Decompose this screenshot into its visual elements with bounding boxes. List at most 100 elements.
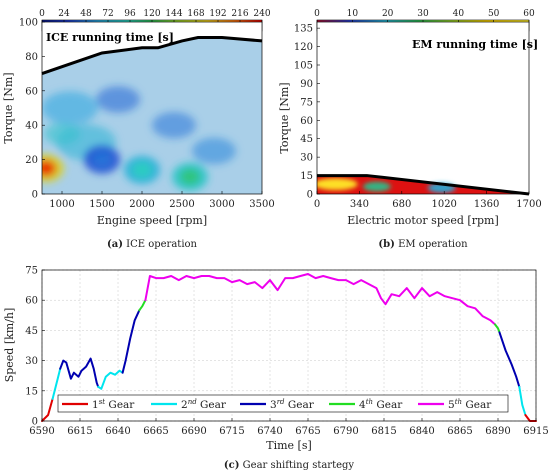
legend-label: 4th Gear bbox=[359, 398, 403, 411]
colorbar-b-tick-label: 30 bbox=[417, 9, 429, 19]
x-tick-label-c: 6815 bbox=[371, 426, 396, 437]
heatmap-b bbox=[317, 22, 529, 194]
y-tick-label-b: 45 bbox=[300, 134, 313, 145]
y-tick-label-b: 60 bbox=[300, 116, 313, 127]
heatmap-a-hotspot-core bbox=[42, 160, 56, 177]
x-tick-label-c: 6740 bbox=[257, 426, 282, 437]
legend-number: 3 bbox=[270, 399, 277, 411]
x-tick-label-c: 6715 bbox=[219, 426, 244, 437]
legend-suffix: Gear bbox=[105, 399, 135, 411]
gear-2-segment bbox=[97, 369, 124, 390]
colorbar-a-tick-label: 72 bbox=[102, 9, 113, 19]
legend-number: 5 bbox=[448, 399, 455, 411]
heatmap-a-hotspot-core bbox=[92, 151, 112, 168]
colorbar-a-tick-label: 96 bbox=[124, 9, 136, 19]
x-tick-label-c: 6890 bbox=[485, 426, 510, 437]
colorbar-a-tick-label: 0 bbox=[39, 9, 45, 19]
x-tick-label-c: 6590 bbox=[29, 426, 54, 437]
plot-a-title-bg bbox=[44, 31, 150, 44]
colorbar-b-tick-label: 10 bbox=[347, 9, 359, 19]
legend-number: 2 bbox=[181, 399, 188, 411]
y-tick-label-c: 30 bbox=[25, 356, 38, 367]
colorbar-a-tick-label: 24 bbox=[58, 9, 70, 19]
y-tick-label-b: 105 bbox=[294, 61, 313, 72]
x-tick-label-a: 3500 bbox=[249, 199, 274, 210]
plot-b-frame bbox=[316, 21, 530, 195]
plot-c-frame bbox=[41, 269, 537, 422]
y-axis-label-b: Torque [Nm] bbox=[278, 82, 291, 153]
caption-a: (a) ICE operation bbox=[107, 239, 198, 250]
y-tick-label-c: 0 bbox=[32, 417, 38, 428]
y-ticks-a: 0 20 40 60 80 100 bbox=[19, 18, 45, 201]
gear-5-segment bbox=[144, 273, 496, 326]
speed-series bbox=[41, 273, 537, 422]
x-tick-label-c: 6690 bbox=[181, 426, 206, 437]
legend-suffix: Gear bbox=[197, 399, 227, 411]
y-axis-label-a: Torque [Nm] bbox=[2, 72, 15, 143]
panel-b: 0 10 20 30 40 50 60 EM running time [s] 0 340 68… bbox=[278, 9, 542, 250]
colorbar-b-tick-label: 50 bbox=[488, 9, 500, 19]
colorbar-a-ticks: 0 24 48 72 96 120 144 168 192 216 240 bbox=[39, 9, 271, 23]
x-ticks-a: 1000 1500 2000 2500 3000 3500 bbox=[49, 191, 275, 210]
x-tick-label-b: 1700 bbox=[516, 199, 541, 210]
panel-a: 0 24 48 72 96 120 144 168 192 216 240 ICE running … bbox=[2, 9, 275, 250]
x-tick-label-c: 6640 bbox=[105, 426, 130, 437]
heatmap-a-hotspot-core bbox=[180, 168, 200, 185]
y-tick-label-b: 75 bbox=[300, 97, 313, 108]
gear-1-segment bbox=[41, 397, 54, 422]
gear-4-segment bbox=[138, 299, 147, 312]
x-tick-label-a: 1500 bbox=[89, 199, 114, 210]
x-tick-label-a: 2000 bbox=[129, 199, 154, 210]
x-tick-label-c: 6915 bbox=[523, 426, 548, 437]
colorbar-a-tick-label: 144 bbox=[165, 9, 182, 19]
heatmap-a-hotspots bbox=[42, 86, 236, 191]
gear-3-segment bbox=[121, 309, 141, 374]
x-ticks-c: 6590 6615 6640 6665 6690 6715 6740 6765 6790 6815… bbox=[29, 418, 549, 437]
legend-number: 1 bbox=[92, 399, 99, 411]
x-axis-label-c: Time [s] bbox=[266, 439, 312, 452]
legend-label: 5th Gear bbox=[448, 398, 492, 411]
legend-suffix: Gear bbox=[373, 399, 403, 411]
colorbar-b-tick-label: 0 bbox=[314, 9, 320, 19]
plot-a-frame bbox=[41, 21, 263, 195]
y-tick-label-a: 0 bbox=[32, 190, 38, 201]
y-tick-label-a: 20 bbox=[25, 155, 38, 166]
legend-sup: th bbox=[455, 398, 462, 406]
y-tick-label-a: 80 bbox=[25, 52, 38, 63]
legend-suffix: Gear bbox=[462, 399, 492, 411]
legend-sup: nd bbox=[188, 398, 198, 406]
colorbar-a-tick-label: 240 bbox=[253, 9, 270, 19]
y-tick-label-a: 60 bbox=[25, 86, 38, 97]
plot-a-title: ICE running time [s] bbox=[46, 31, 174, 44]
heatmap-a-hotspot-core bbox=[132, 161, 152, 178]
caption-b: (b) EM operation bbox=[378, 239, 468, 250]
colorbar-a-tick-label: 48 bbox=[80, 9, 92, 19]
gear-2-segment bbox=[51, 367, 62, 400]
y-ticks-c: 0 15 30 45 60 75 bbox=[25, 266, 45, 428]
y-tick-label-a: 40 bbox=[25, 121, 38, 132]
caption-a-letter: (a) bbox=[107, 239, 123, 250]
x-tick-label-c: 6840 bbox=[409, 426, 434, 437]
legend-number: 4 bbox=[359, 399, 366, 411]
caption-b-text: EM operation bbox=[398, 239, 468, 250]
x-ticks-b: 0 340 680 1020 1360 1700 bbox=[314, 191, 542, 210]
em-limit-curve bbox=[317, 174, 530, 196]
x-tick-label-b: 680 bbox=[392, 199, 411, 210]
y-tick-label-c: 15 bbox=[25, 386, 38, 397]
caption-a-text: ICE operation bbox=[126, 239, 197, 250]
y-tick-label-c: 60 bbox=[25, 296, 38, 307]
heatmap-a-blob bbox=[192, 137, 236, 165]
ice-limit-curve bbox=[41, 35, 263, 76]
heatmap-a-blob bbox=[96, 86, 140, 113]
heatmap-b-hotspot bbox=[362, 181, 391, 192]
y-tick-label-b: 90 bbox=[300, 79, 313, 90]
heatmap-b-hotspot bbox=[317, 178, 358, 191]
gear-3-segment bbox=[59, 357, 100, 388]
legend-label: 2nd Gear bbox=[181, 398, 227, 411]
caption-c: (c) Gear shifting startegy bbox=[224, 460, 355, 471]
y-tick-label-b: 135 bbox=[294, 24, 313, 35]
y-tick-label-c: 45 bbox=[25, 326, 38, 337]
heatmap-a-blob bbox=[42, 91, 98, 125]
heatmap-a bbox=[42, 22, 262, 194]
